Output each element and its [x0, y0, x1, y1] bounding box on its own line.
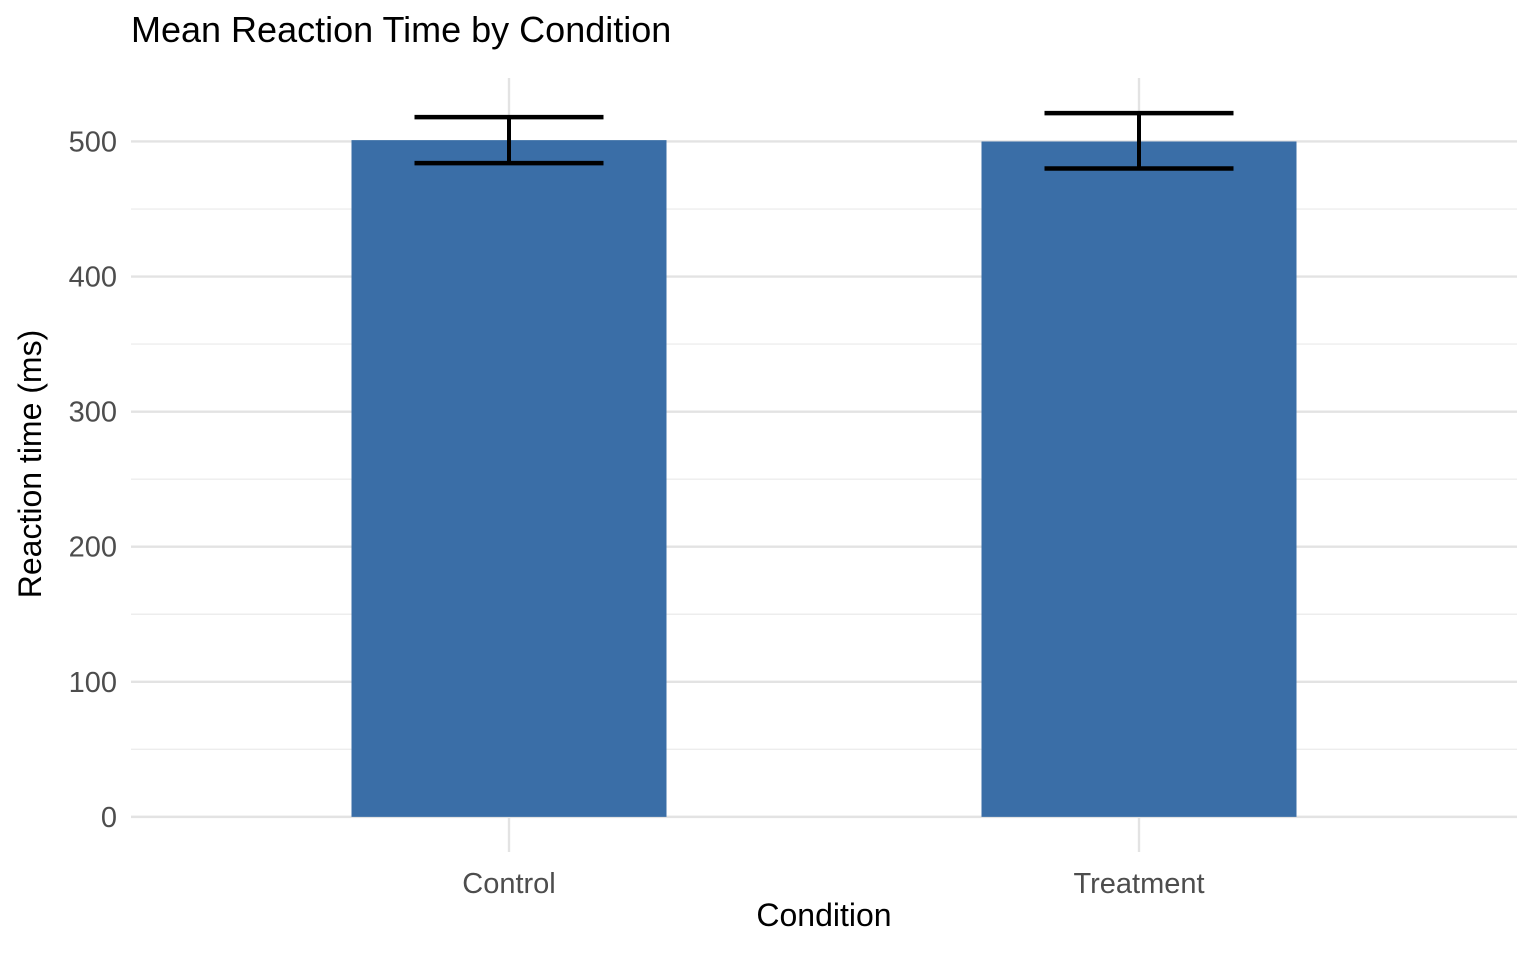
x-axis-title: Condition [756, 897, 892, 933]
x-tick-label: Control [462, 868, 556, 900]
y-tick-label: 0 [101, 802, 117, 834]
bar-treatment [981, 141, 1297, 817]
y-tick-label: 200 [69, 532, 117, 564]
y-tick-label: 500 [69, 126, 117, 158]
y-axis-title: Reaction time (ms) [12, 329, 48, 599]
y-tick-label: 300 [69, 397, 117, 429]
x-tick-label: Treatment [1073, 868, 1204, 900]
y-tick-label: 100 [69, 667, 117, 699]
chart-title: Mean Reaction Time by Condition [131, 9, 672, 50]
bar-control [351, 140, 667, 817]
y-tick-label: 400 [69, 262, 117, 294]
